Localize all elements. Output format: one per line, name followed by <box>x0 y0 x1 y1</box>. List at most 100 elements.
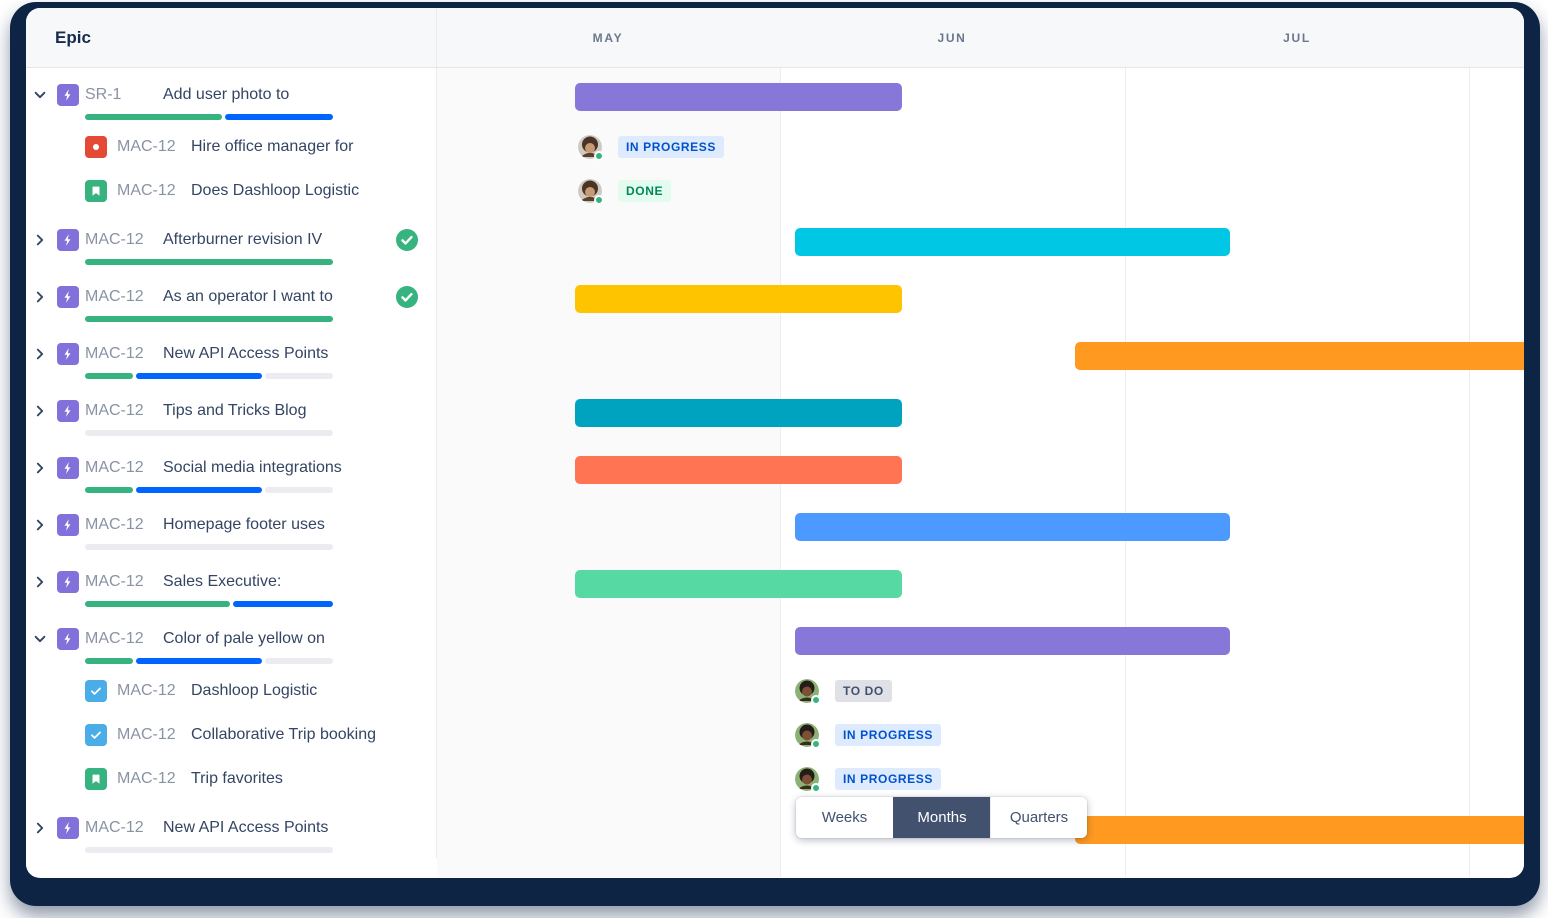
chevron-right-icon[interactable] <box>33 233 47 247</box>
table-row: MAC-12 Color of pale yellow on <box>26 612 1524 669</box>
progress-segment-green <box>85 373 133 379</box>
issue-key: MAC-12 <box>85 573 144 590</box>
gantt-bar[interactable] <box>575 285 902 313</box>
task-icon <box>85 680 107 702</box>
avatar <box>795 767 821 793</box>
issue-key: MAC-12 <box>85 402 144 419</box>
chevron-down-icon[interactable] <box>33 88 47 102</box>
avatar <box>578 179 604 205</box>
toggle-option-months[interactable]: Months <box>893 797 990 838</box>
gantt-bar[interactable] <box>1075 816 1524 844</box>
issue-summary[interactable]: Collaborative Trip booking <box>191 726 376 743</box>
issue-summary[interactable]: Homepage footer uses <box>163 516 325 533</box>
epic-cell: MAC-12 Hire office manager for <box>26 125 437 169</box>
issue-key: MAC-12 <box>85 819 144 836</box>
gantt-bar[interactable] <box>795 228 1230 256</box>
issue-key: MAC-12 <box>117 770 176 787</box>
timeline-cell <box>437 612 1524 669</box>
status-group: IN PROGRESS <box>578 135 724 161</box>
issue-key: MAC-12 <box>85 231 144 248</box>
epic-cell: MAC-12 Does Dashloop Logistic <box>26 169 437 213</box>
chevron-right-icon[interactable] <box>33 290 47 304</box>
progress-segment-gray <box>265 487 333 493</box>
chevron-right-icon[interactable] <box>33 347 47 361</box>
issue-key: MAC-12 <box>85 516 144 533</box>
table-row: MAC-12 As an operator I want to <box>26 270 1524 327</box>
gantt-bar[interactable] <box>575 456 902 484</box>
status-badge: IN PROGRESS <box>618 136 724 158</box>
issue-summary[interactable]: As an operator I want to <box>163 288 333 305</box>
epic-icon <box>57 84 79 106</box>
issue-key: MAC-12 <box>117 138 176 155</box>
progress-bar <box>85 487 333 493</box>
presence-dot-icon <box>811 783 821 793</box>
issue-summary[interactable]: Social media integrations <box>163 459 342 476</box>
table-row: MAC-12 Hire office manager for IN PROGRESS <box>26 125 1524 169</box>
status-group: IN PROGRESS <box>795 723 941 749</box>
epic-icon <box>57 343 79 365</box>
issue-summary[interactable]: New API Access Points <box>163 819 329 836</box>
check-circle-icon <box>396 229 418 251</box>
status-badge: IN PROGRESS <box>835 724 941 746</box>
timeline-cell: IN PROGRESS <box>437 125 1524 169</box>
timeline-body: SR-1 Add user photo to MAC-12 Hire office m… <box>26 68 1524 877</box>
chevron-right-icon[interactable] <box>33 461 47 475</box>
chevron-right-icon[interactable] <box>33 404 47 418</box>
progress-segment-gray <box>85 430 333 436</box>
table-row: MAC-12 Social media integrations <box>26 441 1524 498</box>
issue-key: MAC-12 <box>117 726 176 743</box>
app-frame: Epic MAY JUN JUL SR-1 Add user photo to MAC-… <box>10 2 1540 906</box>
status-badge: TO DO <box>835 680 892 702</box>
issue-summary[interactable]: Hire office manager for <box>191 138 354 155</box>
epic-cell: MAC-12 Afterburner revision IV <box>26 213 437 270</box>
epic-icon <box>57 514 79 536</box>
table-row: MAC-12 Sales Executive: <box>26 555 1524 612</box>
gantt-bar[interactable] <box>575 570 902 598</box>
gantt-bar[interactable] <box>575 399 902 427</box>
progress-bar <box>85 847 333 853</box>
chevron-down-icon[interactable] <box>33 632 47 646</box>
issue-summary[interactable]: Tips and Tricks Blog <box>163 402 307 419</box>
progress-segment-gray <box>265 658 333 664</box>
status-badge: DONE <box>618 180 672 202</box>
timeline-cell <box>437 68 1524 125</box>
issue-summary[interactable]: Trip favorites <box>191 770 283 787</box>
issue-summary[interactable]: Afterburner revision IV <box>163 231 323 248</box>
table-row: MAC-12 Does Dashloop Logistic DONE <box>26 169 1524 213</box>
epic-cell: MAC-12 Sales Executive: <box>26 555 437 612</box>
issue-summary[interactable]: New API Access Points <box>163 345 329 362</box>
issue-summary[interactable]: Dashloop Logistic <box>191 682 318 699</box>
chevron-right-icon[interactable] <box>33 518 47 532</box>
presence-dot-icon <box>811 739 821 749</box>
story-icon <box>85 180 107 202</box>
month-label: JUL <box>1283 30 1311 45</box>
gantt-bar[interactable] <box>1075 342 1524 370</box>
progress-bar <box>85 658 333 664</box>
progress-segment-blue <box>225 114 333 120</box>
timeline-cell <box>437 213 1524 270</box>
table-row: MAC-12 Tips and Tricks Blog <box>26 384 1524 441</box>
issue-key: MAC-12 <box>85 288 144 305</box>
chevron-right-icon[interactable] <box>33 821 47 835</box>
gantt-bar[interactable] <box>795 627 1230 655</box>
chevron-right-icon[interactable] <box>33 575 47 589</box>
task-icon <box>85 724 107 746</box>
avatar <box>795 723 821 749</box>
progress-segment-gray <box>85 544 333 550</box>
epic-icon <box>57 286 79 308</box>
check-circle-icon <box>396 286 418 308</box>
progress-segment-blue <box>233 601 333 607</box>
toggle-option-quarters[interactable]: Quarters <box>990 797 1087 838</box>
gantt-bar[interactable] <box>795 513 1230 541</box>
presence-dot-icon <box>594 151 604 161</box>
progress-segment-blue <box>136 373 262 379</box>
toggle-option-weeks[interactable]: Weeks <box>796 797 893 838</box>
status-badge: IN PROGRESS <box>835 768 941 790</box>
gantt-bar[interactable] <box>575 83 902 111</box>
epic-icon <box>57 457 79 479</box>
issue-summary[interactable]: Does Dashloop Logistic <box>191 182 360 199</box>
issue-summary[interactable]: Color of pale yellow on <box>163 630 325 647</box>
issue-summary[interactable]: Add user photo to <box>163 86 290 103</box>
timeline-cell <box>437 384 1524 441</box>
issue-summary[interactable]: Sales Executive: <box>163 573 282 590</box>
